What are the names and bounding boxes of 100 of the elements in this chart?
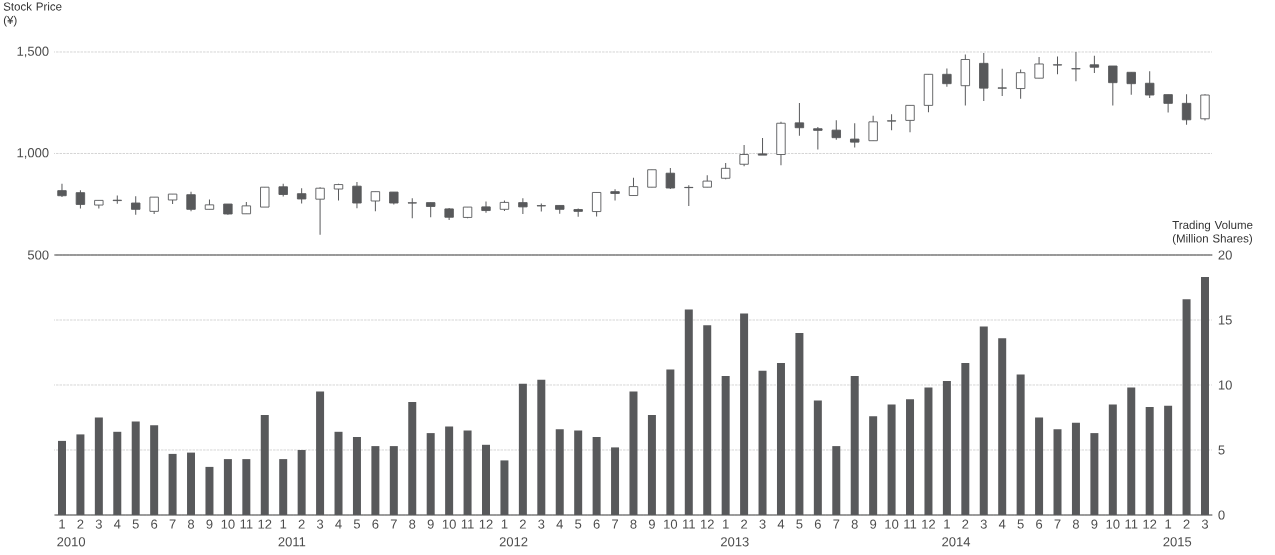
candlestick [813, 126, 823, 150]
bar [850, 375, 859, 515]
candlestick [481, 200, 491, 214]
x-tick-label: 5 [132, 519, 139, 529]
bar [666, 369, 675, 515]
bar [942, 381, 951, 515]
bar [537, 379, 546, 515]
x-tick-label: 4 [335, 519, 342, 529]
candlestick [868, 115, 878, 142]
bar [334, 431, 343, 515]
bar [1164, 405, 1173, 515]
bar [371, 446, 380, 515]
x-tick-label: 9 [870, 519, 877, 529]
x-tick-label: 1 [723, 519, 729, 529]
bar [223, 459, 232, 515]
bar [482, 444, 490, 515]
candlestick [186, 191, 196, 212]
text: 2013 [720, 537, 749, 547]
candlestick [1181, 93, 1192, 126]
x-tick-label: 8 [851, 519, 858, 529]
candlestick [75, 189, 86, 210]
bar [1145, 407, 1154, 515]
bar [1127, 387, 1136, 515]
bar [205, 466, 214, 515]
x-tick-label: 7 [833, 519, 840, 529]
bar [408, 401, 417, 515]
y2-tick-label: 0 [1218, 510, 1225, 520]
candlestick [131, 195, 141, 216]
x-tick-label: 4 [113, 519, 121, 529]
text: 2012 [499, 537, 528, 547]
candlestick [610, 188, 620, 201]
bar [1053, 429, 1062, 515]
candlestick [1034, 56, 1044, 79]
bar [555, 429, 564, 515]
bar [647, 414, 656, 515]
bar [500, 460, 509, 515]
bar [131, 421, 140, 515]
y2-tick-label: 15 [1218, 315, 1232, 325]
y-axis-title: Stock Price (¥) [3, 2, 62, 27]
candlestick [1200, 93, 1210, 121]
x-tick-label: 7 [612, 519, 619, 529]
x-tick-label: 9 [427, 519, 434, 529]
x-tick-label: 5 [353, 519, 361, 529]
candlestick [1108, 65, 1118, 106]
x-tick-label: 11 [1125, 519, 1138, 529]
x-tick-label: 5 [1017, 519, 1024, 529]
bar [297, 450, 306, 515]
candlestick [831, 119, 841, 141]
bar [168, 453, 177, 515]
bar [389, 446, 398, 515]
candlestick [518, 197, 528, 215]
text: 2014 [942, 537, 971, 547]
candlestick [794, 102, 805, 137]
bar [979, 326, 988, 515]
candlestick [684, 184, 694, 207]
candlestick [260, 186, 270, 208]
x-tick-label: 4 [556, 519, 563, 529]
bar [740, 313, 749, 515]
x-tick-label: 7 [390, 519, 397, 529]
x-tick-label: 3 [759, 519, 766, 529]
bar [242, 459, 251, 515]
bar [776, 362, 785, 515]
x-tick-label: 8 [187, 519, 195, 529]
x-tick-label: 4 [777, 519, 785, 529]
x-tick-label: 6 [372, 519, 379, 529]
candlestick [1145, 70, 1155, 99]
y-tick-label: 1,000 [17, 148, 49, 159]
x-tick-label: 2 [298, 519, 305, 529]
x-tick-label: 3 [538, 519, 545, 529]
x-tick-label: 10 [221, 519, 235, 529]
bar [906, 399, 915, 515]
bar [813, 400, 822, 515]
x-tick-label: 3 [316, 519, 324, 529]
candlestick [1015, 68, 1026, 100]
x-tick-label: 9 [206, 519, 213, 529]
bar [518, 383, 527, 515]
x-tick-label: 2 [962, 519, 969, 529]
x-tick-label: 1 [280, 519, 287, 529]
candlestick [352, 181, 362, 209]
bar [94, 417, 103, 515]
bar [758, 370, 767, 515]
candlestick [315, 186, 325, 236]
x-tick-label: 11 [683, 519, 695, 529]
bar [76, 434, 85, 515]
bar [721, 375, 730, 515]
candlestick [905, 104, 915, 133]
bar [832, 446, 841, 515]
bar [611, 447, 620, 515]
bar [1182, 299, 1191, 515]
y2-axis-title: Trading Volume (Million Shares) [1172, 220, 1253, 245]
x-tick-label: 10 [664, 519, 678, 529]
x-tick-label: 12 [258, 519, 272, 529]
x-tick-label: 6 [814, 519, 821, 529]
candlestick [57, 183, 67, 198]
bar [795, 333, 804, 515]
x-tick-label: 2 [741, 519, 748, 529]
bar [1090, 433, 1099, 515]
x-tick-label: 5 [796, 519, 803, 529]
x-tick-label: 3 [95, 519, 102, 529]
x-tick-label: 6 [593, 519, 600, 529]
